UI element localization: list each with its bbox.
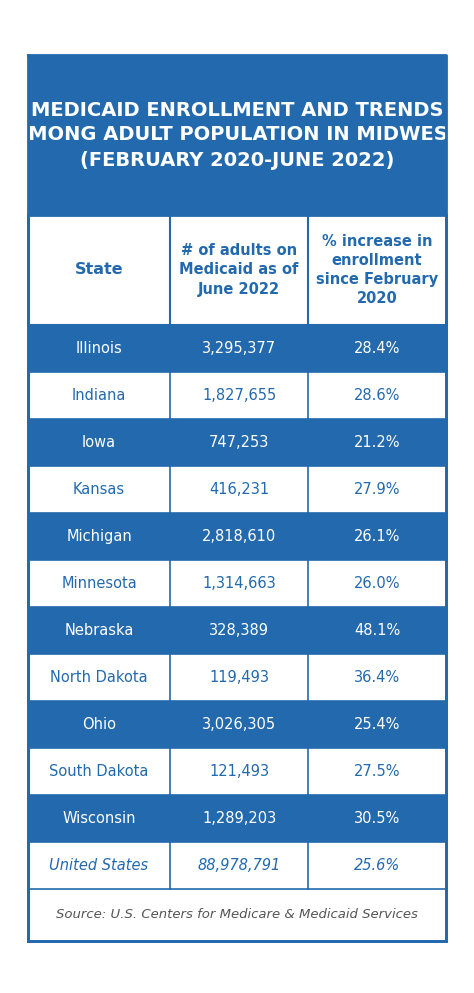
Text: Indiana: Indiana [72,388,126,403]
Text: 25.6%: 25.6% [354,858,400,873]
FancyBboxPatch shape [28,466,446,513]
FancyBboxPatch shape [28,55,446,215]
FancyBboxPatch shape [28,795,446,842]
Text: 3,026,305: 3,026,305 [202,717,276,732]
FancyBboxPatch shape [28,419,446,466]
Text: 88,978,791: 88,978,791 [198,858,281,873]
Text: 119,493: 119,493 [209,670,269,685]
FancyBboxPatch shape [28,654,446,701]
Text: 1,314,663: 1,314,663 [202,576,276,591]
FancyBboxPatch shape [28,372,446,419]
Text: 416,231: 416,231 [209,482,269,497]
Text: 27.9%: 27.9% [354,482,400,497]
Text: 28.4%: 28.4% [354,341,400,356]
FancyBboxPatch shape [28,560,446,607]
Text: 28.6%: 28.6% [354,388,400,403]
FancyBboxPatch shape [28,215,446,325]
Text: Minnesota: Minnesota [61,576,137,591]
Text: MEDICAID ENROLLMENT AND TRENDS
AMONG ADULT POPULATION IN MIDWEST
(FEBRUARY 2020-: MEDICAID ENROLLMENT AND TRENDS AMONG ADU… [13,100,461,170]
Text: Ohio: Ohio [82,717,116,732]
Text: 121,493: 121,493 [209,764,269,779]
Text: 26.1%: 26.1% [354,529,400,544]
FancyBboxPatch shape [28,842,446,889]
Text: 3,295,377: 3,295,377 [202,341,276,356]
FancyBboxPatch shape [28,513,446,560]
Text: 25.4%: 25.4% [354,717,400,732]
FancyBboxPatch shape [28,889,446,941]
Text: 30.5%: 30.5% [354,811,400,826]
Text: 1,827,655: 1,827,655 [202,388,276,403]
Text: 2,818,610: 2,818,610 [202,529,276,544]
FancyBboxPatch shape [28,748,446,795]
Text: 328,389: 328,389 [209,623,269,638]
Text: Illinois: Illinois [76,341,122,356]
Text: Nebraska: Nebraska [64,623,134,638]
Text: 48.1%: 48.1% [354,623,400,638]
Text: 27.5%: 27.5% [354,764,400,779]
Text: 1,289,203: 1,289,203 [202,811,276,826]
Text: 36.4%: 36.4% [354,670,400,685]
FancyBboxPatch shape [28,701,446,748]
Text: Wisconsin: Wisconsin [62,811,136,826]
Text: North Dakota: North Dakota [50,670,148,685]
Text: # of adults on
Medicaid as of
June 2022: # of adults on Medicaid as of June 2022 [179,243,299,297]
Text: Source: U.S. Centers for Medicare & Medicaid Services: Source: U.S. Centers for Medicare & Medi… [56,909,418,922]
Text: 26.0%: 26.0% [354,576,400,591]
Text: State: State [75,262,123,277]
Text: United States: United States [49,858,149,873]
Text: 21.2%: 21.2% [354,435,400,450]
Text: Iowa: Iowa [82,435,116,450]
Text: Kansas: Kansas [73,482,125,497]
Text: % increase in
enrollment
since February
2020: % increase in enrollment since February … [316,233,438,306]
Text: 747,253: 747,253 [209,435,269,450]
Text: South Dakota: South Dakota [49,764,149,779]
FancyBboxPatch shape [28,325,446,372]
Text: Michigan: Michigan [66,529,132,544]
FancyBboxPatch shape [28,607,446,654]
